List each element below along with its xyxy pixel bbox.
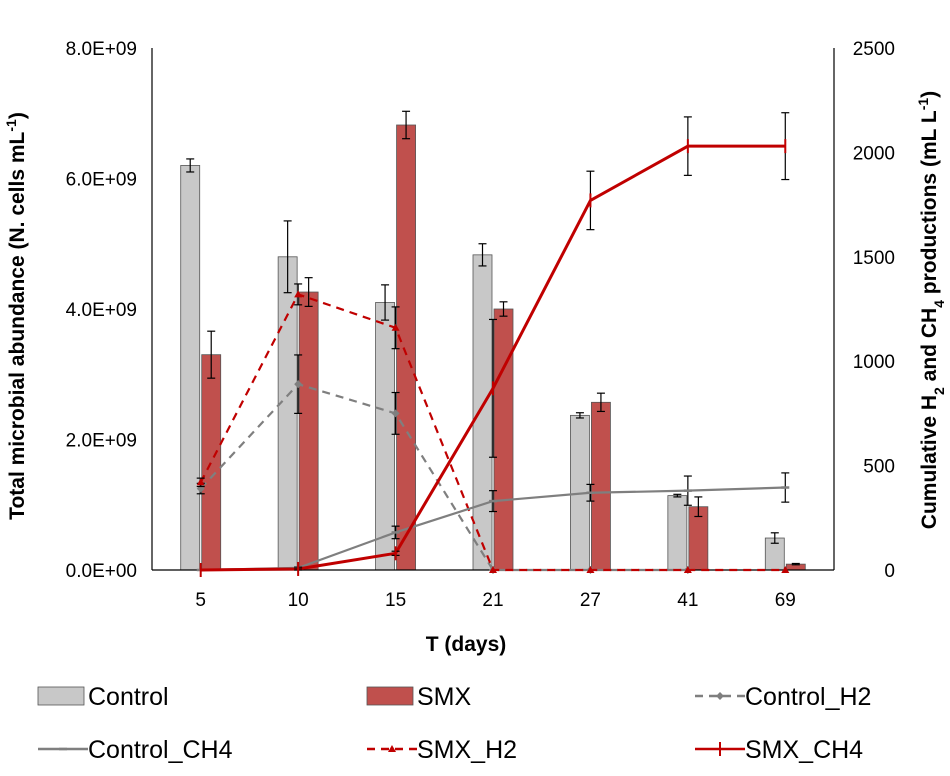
legend-label: SMX [417,683,472,711]
legend-item-smx_ch4: SMX_CH4 [695,736,863,764]
x-tick-label: 27 [580,590,601,611]
line-control_h2 [199,382,688,572]
left-tick-label: 0.0E+00 [66,561,137,582]
marker-smx_h2-21 [489,566,497,573]
bar-smx-15 [396,124,416,571]
legend-swatch [366,686,414,706]
legend-item-control_h2: Control_H2 [695,683,871,711]
legend-marker [716,692,724,700]
right-axis-title: Cumulative H2 and CH4 productions (mL L-… [915,91,947,529]
bar-control-5 [180,165,201,571]
legend-swatch [37,686,85,706]
marker-smx_h2-69 [781,566,790,573]
x-tick-label: 10 [288,590,309,611]
bar-smx-5 [201,354,222,571]
bar-control-41 [667,495,688,571]
legend-marker [388,745,396,752]
left-axis-title: Total microbial abundance (N. cells mL-1… [3,112,29,520]
legend-item-control_ch4: Control_CH4 [38,736,233,764]
x-tick-label: 69 [775,590,796,611]
bar-smx-21 [493,308,514,571]
left-tick-label: 6.0E+09 [66,170,137,191]
legend-item-control: Control [37,683,169,711]
right-axis-title-d: 4 [931,300,947,308]
x-axis-ticks: 5 10 15 21 27 41 69 [195,590,795,611]
x-tick-label: 21 [482,590,503,611]
left-axis-title-main: Total microbial abundance (N. cells mL [6,131,29,519]
x-tick-label: 15 [385,590,406,611]
plot-area [151,48,835,577]
left-tick-label: 2.0E+09 [66,431,137,452]
legend-label: SMX_CH4 [745,736,863,764]
legend-item-smx_h2: SMX_H2 [367,736,517,764]
marker-smx_h2-27 [586,566,595,573]
bar-smx-10 [298,291,319,571]
left-axis-title-end: ) [6,112,29,119]
x-axis-title: T (days) [426,633,507,656]
right-tick-label: 1000 [853,352,895,373]
x-tick-label: 41 [677,590,698,611]
right-tick-label: 2000 [853,143,895,164]
marker-smx_h2-41 [683,566,692,573]
x-tick-label: 5 [195,590,206,611]
left-axis-ticks: 0.0E+00 2.0E+09 4.0E+09 6.0E+09 8.0E+09 [66,39,137,582]
legend-label: SMX_H2 [417,736,517,764]
legend-label: Control_H2 [745,683,871,711]
legend-label: Control_CH4 [88,736,233,764]
left-tick-label: 8.0E+09 [66,39,137,60]
marker-control_h2-10 [294,380,303,389]
bar-control-15 [375,302,395,571]
right-axis-title-b: 2 [931,387,947,395]
right-tick-label: 0 [884,561,895,582]
left-axis-title-sup: -1 [3,119,19,132]
marker-smx_h2-15 [391,323,400,331]
right-axis-title-g: ) [918,91,941,98]
right-tick-label: 500 [863,457,895,478]
right-axis-title-f: -1 [915,98,931,111]
marker-smx_h2-5 [196,478,205,486]
marker-control_h2-15 [391,409,400,418]
legend-label: Control [88,683,169,711]
right-tick-label: 1500 [853,248,895,269]
right-axis-title-a: Cumulative H [918,395,941,529]
right-axis-ticks: 0 500 1000 1500 2000 2500 [853,39,895,582]
bar-smx-27 [591,401,611,571]
legend-item-smx: SMX [366,683,472,711]
marker-smx_h2-10 [294,290,303,298]
legend: Control SMX Control_H2 Control_CH4 SMX_H2 SMX… [37,683,871,764]
bar-control-21 [472,254,493,571]
right-axis-title-e: productions (mL L [918,110,941,300]
left-tick-label: 4.0E+09 [66,300,137,321]
right-tick-label: 2500 [853,39,895,60]
right-axis-title-c: and CH [918,308,941,387]
